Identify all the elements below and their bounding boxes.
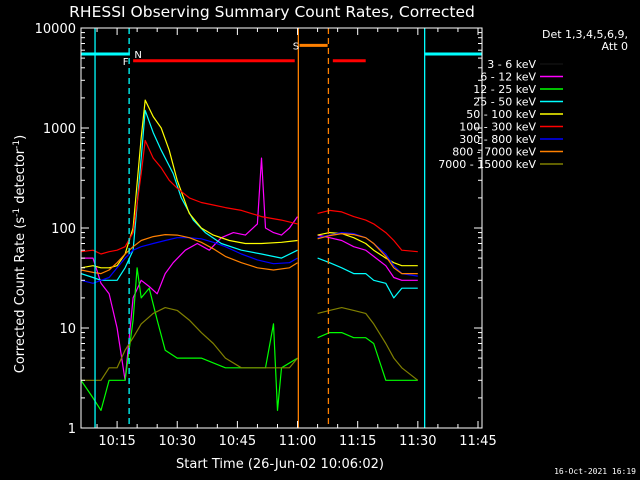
- legend-label-4: 25 - 50 keV: [473, 96, 536, 109]
- legend-label-5: 50 - 100 keV: [466, 108, 536, 121]
- x-tick-label-6: 11:30: [399, 434, 436, 449]
- legend-label-7: 300 - 800 keV: [459, 133, 536, 146]
- x-tick-label-5: 11:15: [339, 434, 376, 449]
- footer-timestamp: 16-Oct-2021 16:19: [554, 467, 636, 476]
- axes: 10:15 10:30 10:45 11:00 11:15 11:30 11:45 1 10 10…: [35, 22, 497, 449]
- chart-title: RHESSI Observing Summary Count Rates, Co…: [69, 3, 475, 21]
- x-tick-label-2: 10:30: [159, 434, 196, 449]
- legend-label-8: 800 - 7000 keV: [452, 146, 536, 159]
- flag-label-3: F: [123, 57, 129, 68]
- legend-label-3: 12 - 25 keV: [473, 83, 536, 96]
- x-axis-label: Start Time (26-Jun-02 10:06:02): [176, 457, 384, 472]
- y-axis-label-sup2: -1: [12, 140, 22, 149]
- series-line-8: [81, 233, 418, 275]
- flag-label-1: N: [134, 50, 141, 61]
- y-axis-label-mid: detector: [13, 148, 28, 208]
- x-tick-label-3: 10:45: [219, 434, 256, 449]
- series-line-9: [81, 307, 419, 381]
- y-tick-label-3: 100: [51, 222, 76, 237]
- x-tick-label-4: 11:00: [279, 434, 316, 449]
- y-axis-label-main: Corrected Count Rate (s: [13, 217, 28, 374]
- plot-area: NF S: [81, 28, 482, 428]
- series-line-4: [81, 109, 418, 299]
- y-axis-label: Corrected Count Rate (s-1 detector-1): [12, 135, 28, 373]
- legend-label-6: 100 - 300 keV: [459, 121, 536, 134]
- legend-label-2: 6 - 12 keV: [480, 71, 536, 84]
- y-tick-label-4: 1000: [43, 122, 76, 137]
- legend-header-1: Det 1,3,4,5,6,9,: [542, 28, 628, 41]
- legend-label-1: 3 - 6 keV: [487, 58, 536, 71]
- legend-header-2: Att 0: [602, 40, 628, 53]
- y-tick-label-1: 1: [68, 422, 76, 437]
- y-tick-label-5: 10000: [35, 22, 76, 37]
- series-line-3: [81, 267, 418, 411]
- legend-label-9: 7000 - 15000 keV: [438, 158, 536, 171]
- y-axis-label-end: ): [13, 135, 28, 140]
- y-tick-label-2: 10: [59, 322, 76, 337]
- flag-label-5: S: [293, 41, 299, 52]
- series-line-2: [81, 157, 418, 381]
- plot-inner: [81, 28, 482, 428]
- y-axis-label-sup: -1: [12, 208, 22, 217]
- x-tick-label-1: 10:15: [98, 434, 135, 449]
- series-line-6: [81, 139, 418, 255]
- series-line-1: [81, 217, 403, 428]
- x-tick-label-7: 11:45: [459, 434, 496, 449]
